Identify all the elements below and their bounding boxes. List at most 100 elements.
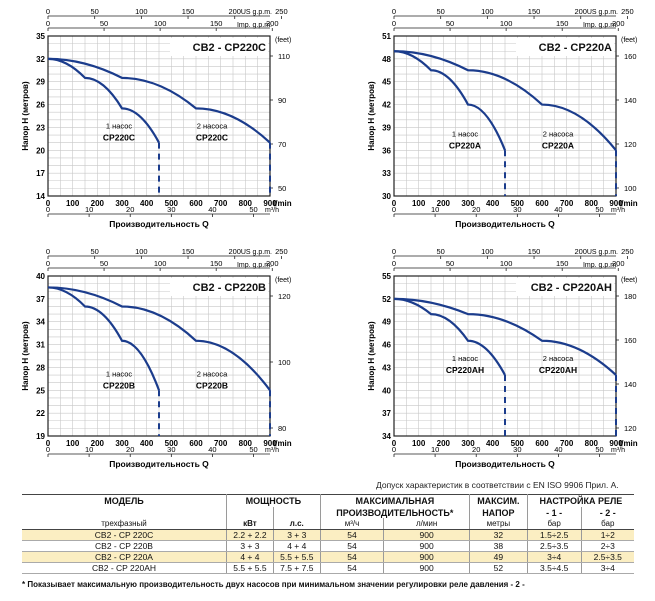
unit-m3h: м³/ч bbox=[320, 518, 385, 530]
spec-table: МОДЕЛЬ МОЩНОСТЬ МАКСИМАЛЬНАЯ МАКСИМ. НАС… bbox=[22, 494, 634, 574]
m3h-tick-label: 50 bbox=[595, 205, 603, 214]
cell-hp: 5.5 + 5.5 bbox=[273, 551, 321, 563]
cell-relay-1: 3÷4 bbox=[527, 551, 582, 563]
y-tick-label: 40 bbox=[36, 272, 45, 281]
y-axis-label: Напор H (метров) bbox=[367, 81, 376, 151]
x-tick-label: 700 bbox=[560, 199, 574, 208]
right-axis-unit: (feet) bbox=[275, 277, 291, 284]
cell-hp: 3 + 3 bbox=[273, 529, 321, 541]
x-tick-label: 400 bbox=[486, 439, 500, 448]
us-tick-label: 50 bbox=[437, 247, 445, 256]
x-tick-label: 500 bbox=[511, 199, 525, 208]
right-tick-label: 70 bbox=[278, 140, 286, 149]
us-tick-label: 200 bbox=[574, 7, 587, 16]
series-label-count: 1 насос bbox=[452, 354, 479, 363]
x-tick-label: 700 bbox=[214, 199, 228, 208]
imp-tick-label: 0 bbox=[392, 19, 396, 28]
series-label-count: 2 насоса bbox=[197, 122, 228, 131]
cell-kw: 5.5 + 5.5 bbox=[226, 562, 274, 574]
x-axis-label: Производительность Q bbox=[455, 219, 555, 229]
series-label-model: CP220B bbox=[196, 380, 228, 390]
y-tick-label: 22 bbox=[36, 409, 45, 418]
x-tick-label: 600 bbox=[189, 439, 203, 448]
us-tick-label: 150 bbox=[528, 247, 541, 256]
x-tick-label: 300 bbox=[115, 199, 129, 208]
plot-frame bbox=[47, 35, 271, 197]
m3h-tick-label: 0 bbox=[46, 205, 50, 214]
series-label-model: CP220B bbox=[103, 380, 135, 390]
us-unit: US g.p.m. bbox=[587, 9, 618, 16]
y-tick-label: 42 bbox=[382, 101, 391, 110]
x-tick-label: 400 bbox=[140, 439, 154, 448]
imp-tick-label: 0 bbox=[392, 259, 396, 268]
y-tick-label: 52 bbox=[382, 295, 391, 304]
cell-relay-2: 3÷4 bbox=[581, 562, 634, 574]
table-row: CB2 - CP 220AH 5.5 + 5.5 7.5 + 7.5 54 90… bbox=[22, 562, 634, 574]
x-unit-m3h: m³/h bbox=[611, 207, 625, 214]
title-background bbox=[170, 38, 268, 56]
y-axis-label: Напор H (метров) bbox=[367, 321, 376, 391]
x-tick-label: 200 bbox=[437, 199, 451, 208]
m3h-tick-label: 10 bbox=[431, 445, 439, 454]
chart-cp220a: CB2 - CP220A 30 33 36 39 42 45 48 51 Напор H (мет… bbox=[346, 7, 646, 244]
cell-m3h: 54 bbox=[320, 551, 385, 563]
us-tick-label: 150 bbox=[182, 247, 195, 256]
right-tick-label: 50 bbox=[278, 184, 286, 193]
y-tick-label: 32 bbox=[36, 55, 45, 64]
y-tick-label: 34 bbox=[382, 432, 391, 441]
imp-tick-label: 0 bbox=[46, 259, 50, 268]
x-tick-label: 500 bbox=[165, 199, 179, 208]
x-tick-label: 600 bbox=[535, 439, 549, 448]
y-tick-label: 35 bbox=[36, 32, 45, 41]
m3h-tick-label: 20 bbox=[126, 445, 134, 454]
curve-series-1 bbox=[47, 286, 161, 391]
col-maxflow-2: ПРОИЗВОДИТЕЛЬНОСТЬ* bbox=[320, 507, 470, 518]
x-tick-label: 200 bbox=[91, 439, 105, 448]
imp-tick-label: 200 bbox=[266, 259, 279, 268]
us-unit: US g.p.m. bbox=[587, 249, 618, 256]
us-tick-label: 100 bbox=[135, 7, 148, 16]
x-tick-label: 700 bbox=[560, 439, 574, 448]
cell-relay-1: 2.5÷3.5 bbox=[527, 540, 582, 552]
cell-relay-1: 3.5÷4.5 bbox=[527, 562, 582, 574]
m3h-tick-label: 10 bbox=[85, 205, 93, 214]
col-relay: НАСТРОЙКА РЕЛЕ bbox=[527, 494, 634, 507]
m3h-tick-label: 20 bbox=[126, 205, 134, 214]
curve-series-1 bbox=[47, 57, 160, 144]
m3h-tick-label: 30 bbox=[167, 445, 175, 454]
unit-hp: л.с. bbox=[273, 518, 321, 530]
y-tick-label: 36 bbox=[382, 146, 391, 155]
chart-svg: CB2 - CP220A 30 33 36 39 42 45 48 51 Напор H (мет… bbox=[367, 7, 638, 229]
cell-relay-1: 1.5÷2.5 bbox=[527, 529, 582, 541]
cell-kw: 3 + 3 bbox=[226, 540, 274, 552]
cell-hp: 7.5 + 7.5 bbox=[273, 562, 321, 574]
table-header-row: МОДЕЛЬ МОЩНОСТЬ МАКСИМАЛЬНАЯ МАКСИМ. НАС… bbox=[22, 494, 634, 507]
unit-bar-2: бар bbox=[581, 518, 634, 530]
us-tick-label: 0 bbox=[46, 247, 50, 256]
imp-unit: Imp. g.p.m. bbox=[237, 22, 272, 29]
cell-relay-2: 2.5÷3.5 bbox=[581, 551, 634, 563]
y-tick-label: 49 bbox=[382, 318, 391, 327]
y-tick-label: 43 bbox=[382, 363, 391, 372]
m3h-tick-label: 20 bbox=[472, 205, 480, 214]
y-tick-label: 14 bbox=[36, 192, 45, 201]
curve-series-2 bbox=[47, 286, 271, 391]
curve-series-1 bbox=[393, 297, 506, 376]
cell-relay-2: 1÷2 bbox=[581, 529, 634, 541]
m3h-tick-label: 0 bbox=[46, 445, 50, 454]
cell-m3h: 54 bbox=[320, 529, 385, 541]
chart-svg: CB2 - CP220AH 34 37 40 43 46 49 52 55 Напор H (ме… bbox=[367, 247, 638, 469]
m3h-tick-label: 10 bbox=[85, 445, 93, 454]
us-tick-label: 250 bbox=[621, 247, 634, 256]
imp-tick-label: 150 bbox=[556, 259, 569, 268]
x-unit-lmin: l/min bbox=[273, 199, 292, 208]
us-tick-label: 100 bbox=[135, 247, 148, 256]
col-maxhead-2: НАПОР bbox=[469, 507, 528, 518]
m3h-tick-label: 0 bbox=[392, 205, 396, 214]
col-model: МОДЕЛЬ bbox=[22, 494, 227, 507]
title-background bbox=[516, 38, 614, 56]
us-tick-label: 200 bbox=[228, 247, 241, 256]
series-label-model: CP220C bbox=[196, 133, 228, 143]
y-tick-label: 55 bbox=[382, 272, 391, 281]
x-tick-label: 900 bbox=[263, 199, 277, 208]
